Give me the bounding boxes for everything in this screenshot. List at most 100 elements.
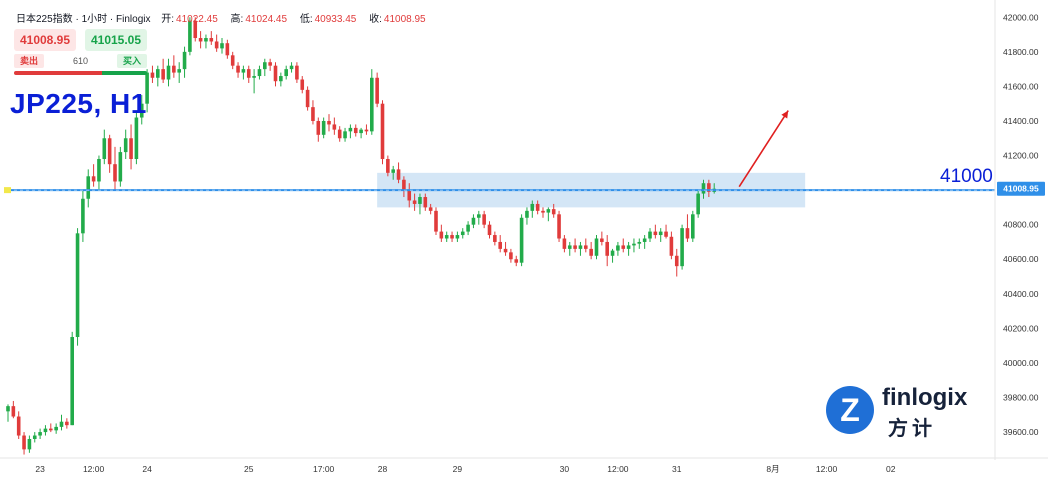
candle-body bbox=[589, 248, 593, 256]
high-value: 41024.45 bbox=[245, 14, 288, 25]
candle bbox=[471, 214, 476, 229]
candle bbox=[423, 193, 428, 211]
candle-body bbox=[193, 20, 198, 39]
candle-body bbox=[503, 248, 508, 253]
candle-body bbox=[107, 138, 112, 165]
candle-body bbox=[16, 416, 21, 436]
candle-body bbox=[11, 406, 16, 417]
candle-body bbox=[241, 69, 246, 73]
candle-body bbox=[236, 65, 240, 73]
x-tick-label: 23 bbox=[35, 464, 45, 474]
candle bbox=[49, 423, 53, 433]
candle bbox=[289, 62, 294, 73]
candle-body bbox=[519, 217, 524, 263]
candle-body bbox=[471, 217, 476, 225]
candle-body bbox=[97, 159, 101, 182]
candle bbox=[680, 224, 684, 270]
level-label: 41000 bbox=[940, 166, 993, 187]
candle bbox=[450, 231, 454, 242]
x-tick-label: 12:00 bbox=[83, 464, 105, 474]
candle-body bbox=[150, 72, 155, 78]
candle bbox=[348, 124, 353, 139]
candle bbox=[428, 203, 433, 215]
candle-body bbox=[418, 197, 422, 204]
low-value: 40933.45 bbox=[314, 14, 357, 25]
open-label: 开: bbox=[161, 14, 175, 25]
candle-body bbox=[129, 138, 133, 160]
candle-body bbox=[327, 120, 331, 125]
candle bbox=[65, 418, 69, 429]
candle bbox=[166, 58, 171, 87]
candle bbox=[707, 179, 711, 198]
candle bbox=[632, 238, 636, 253]
y-tick-label: 40000.00 bbox=[1003, 358, 1039, 368]
candle bbox=[525, 207, 529, 225]
plot-area bbox=[0, 0, 995, 458]
candle-body bbox=[396, 169, 401, 180]
candle-body bbox=[498, 241, 502, 249]
candle-body bbox=[188, 20, 192, 52]
candle-body bbox=[59, 421, 64, 427]
sell-price-button[interactable]: 41008.95 bbox=[14, 29, 76, 51]
candle-body bbox=[370, 77, 374, 132]
candle-body bbox=[91, 176, 96, 182]
candle bbox=[353, 124, 358, 137]
candle-body bbox=[578, 245, 583, 249]
candle-body bbox=[653, 231, 658, 236]
candle bbox=[295, 62, 299, 83]
sentiment-bar bbox=[14, 71, 147, 75]
candle bbox=[589, 241, 593, 260]
candle bbox=[380, 100, 385, 165]
candle-body bbox=[75, 233, 80, 338]
candle bbox=[482, 210, 486, 229]
candle bbox=[252, 69, 256, 94]
candle-body bbox=[268, 62, 272, 66]
candle-body bbox=[509, 252, 513, 260]
time-axis[interactable]: 23 12:00 24 25 17:00 28 29 30 12:00 31 8月 12:00 02 bbox=[35, 464, 895, 474]
candle bbox=[616, 241, 620, 256]
candle-body bbox=[246, 69, 251, 78]
candle-body bbox=[637, 241, 642, 244]
close-value: 41008.95 bbox=[383, 14, 426, 25]
candle bbox=[123, 129, 128, 160]
high-label: 高: bbox=[230, 14, 244, 25]
candle-body bbox=[530, 203, 535, 211]
x-tick-label: 25 bbox=[244, 464, 254, 474]
sell-button[interactable]: 卖出 bbox=[14, 54, 44, 68]
candle-body bbox=[562, 238, 567, 249]
buy-price-button[interactable]: 41015.05 bbox=[85, 29, 147, 51]
candle bbox=[75, 228, 80, 346]
candle-body bbox=[172, 65, 176, 73]
candle bbox=[118, 146, 123, 187]
low-label: 低: bbox=[299, 14, 313, 25]
price-axis[interactable]: 42000.00 41800.00 41600.00 41400.00 41200.00… bbox=[1003, 12, 1039, 437]
candle-body bbox=[6, 406, 10, 412]
y-tick-label: 40400.00 bbox=[1003, 289, 1039, 299]
candle bbox=[134, 110, 139, 165]
candle-body bbox=[284, 69, 288, 77]
candle-body bbox=[22, 435, 26, 450]
candle-body bbox=[594, 238, 599, 256]
candle bbox=[337, 126, 342, 142]
candle bbox=[284, 65, 288, 80]
candle-body bbox=[230, 55, 235, 66]
candle-body bbox=[423, 197, 428, 208]
symbol-title: JP225, H1 bbox=[10, 88, 147, 119]
candle-body bbox=[691, 214, 695, 239]
candle-body bbox=[70, 337, 74, 426]
candle-body bbox=[482, 214, 486, 225]
candle bbox=[198, 31, 203, 49]
candle bbox=[359, 127, 363, 139]
candle-body bbox=[32, 435, 37, 439]
candle-body bbox=[263, 62, 267, 70]
buy-button[interactable]: 买入 bbox=[117, 54, 147, 68]
candle-body bbox=[386, 159, 390, 173]
candle-body bbox=[680, 228, 684, 267]
candle-body bbox=[455, 235, 460, 239]
candle-body bbox=[669, 236, 674, 256]
candle-body bbox=[541, 210, 545, 213]
candle bbox=[214, 34, 219, 52]
x-tick-label: 31 bbox=[672, 464, 682, 474]
candle-body bbox=[118, 152, 123, 182]
